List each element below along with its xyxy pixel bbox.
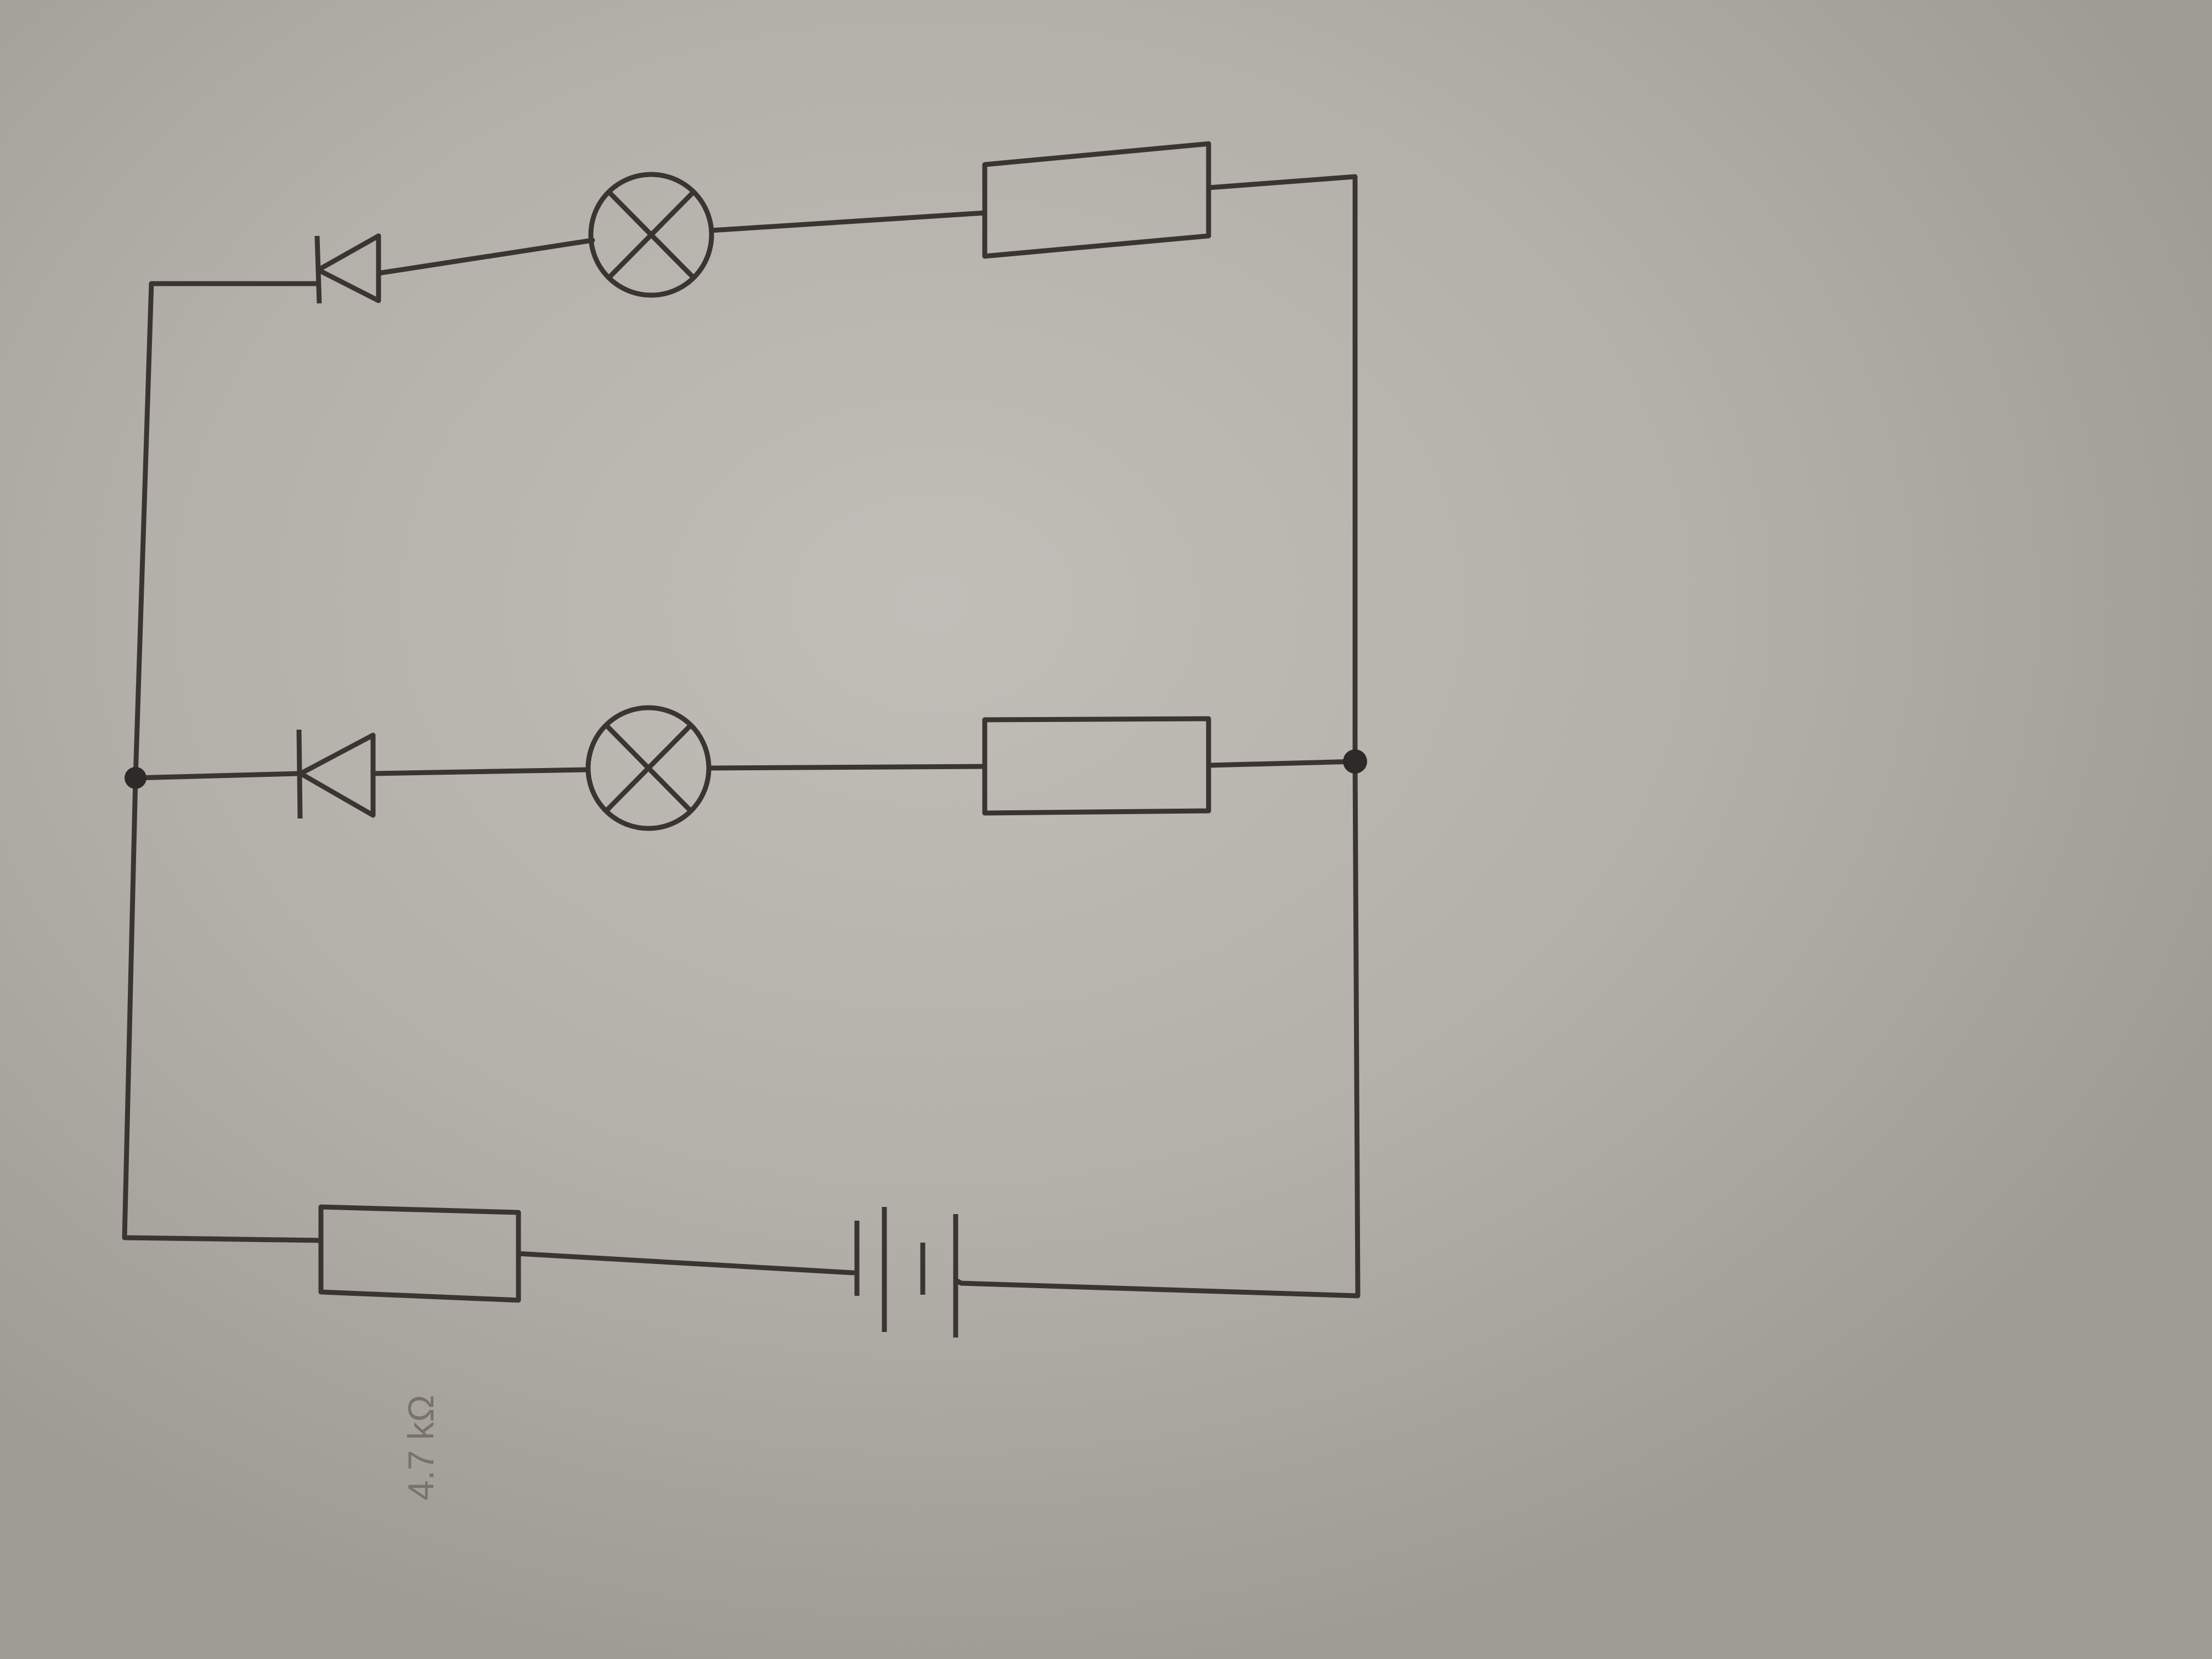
middle-branch-wire [1206, 759, 1358, 768]
middle-branch-wire [708, 764, 988, 771]
resistor-value-label: 4.7 kΩ [400, 1395, 441, 1500]
middle-branch-wire [133, 771, 302, 781]
junction-dot [1343, 749, 1367, 774]
middle-branch-wire [370, 767, 590, 776]
resistor-icon [318, 1204, 521, 1303]
bottom-branch [318, 1204, 964, 1338]
diode-icon [296, 729, 376, 819]
top-branch-wire [376, 238, 595, 276]
diode-icon [314, 233, 381, 304]
lamp-icon [588, 172, 714, 298]
bottom-branch-wire [516, 1251, 856, 1276]
resistor-icon [982, 141, 1211, 259]
resistor-icon [982, 716, 1211, 816]
left-rail-wire [122, 281, 324, 1243]
top-branch-wire [709, 210, 988, 233]
right-rail-wire [958, 174, 1361, 1299]
top-branch [314, 141, 1211, 304]
battery-icon [854, 1207, 958, 1338]
junction-dot [125, 767, 146, 789]
lamp-icon [585, 705, 712, 831]
middle-branch [133, 705, 1358, 831]
